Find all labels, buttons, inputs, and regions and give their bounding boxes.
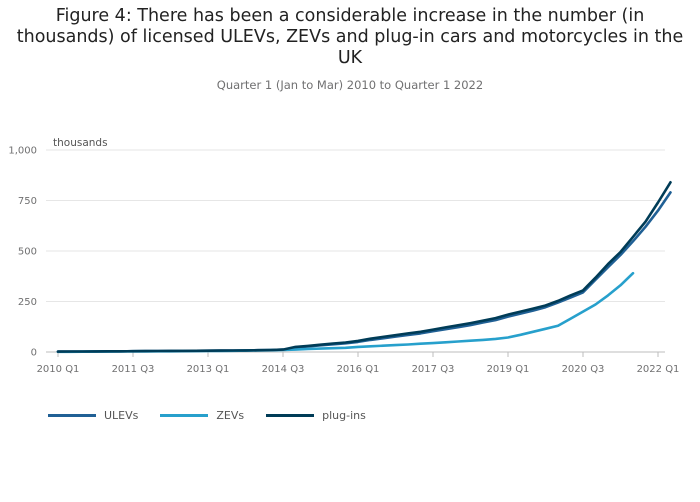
- gridlines: [46, 149, 665, 353]
- x-tick-label: 2013 Q1: [187, 364, 230, 375]
- x-tick-label: 2014 Q3: [262, 364, 305, 375]
- legend-swatch-plug-ins: [266, 414, 315, 417]
- series-line-plug-ins[interactable]: [56, 181, 672, 353]
- y-axis-label: thousands: [53, 137, 108, 149]
- y-tick-label: 250: [18, 297, 37, 308]
- x-tick-label: 2010 Q1: [37, 364, 80, 375]
- y-tick-label: 1,000: [8, 146, 37, 157]
- y-tick-label: 0: [31, 348, 37, 359]
- legend-item-zevs[interactable]: ZEVs: [160, 409, 244, 422]
- x-tick-label: 2022 Q1: [637, 364, 680, 375]
- legend: ULEVs ZEVs plug-ins: [48, 409, 388, 422]
- legend-label-ulevs: ULEVs: [104, 409, 139, 422]
- x-axis-ticks: 2010 Q1 2011 Q3 2013 Q1 2014 Q3 2016 Q1 2017 …: [37, 352, 680, 375]
- legend-item-plug-ins[interactable]: plug-ins: [266, 409, 366, 422]
- y-tick-label: 750: [18, 196, 37, 207]
- x-tick-label: 2011 Q3: [112, 364, 155, 375]
- x-tick-label: 2020 Q3: [562, 364, 605, 375]
- series-line-ulevs[interactable]: [56, 191, 672, 353]
- legend-label-plug-ins: plug-ins: [322, 409, 366, 422]
- chart-title: Figure 4: There has been a considerable …: [16, 6, 684, 68]
- legend-swatch-zevs: [160, 414, 209, 417]
- chart-subtitle: Quarter 1 (Jan to Mar) 2010 to Quarter 1…: [216, 78, 484, 92]
- legend-item-ulevs[interactable]: ULEVs: [48, 409, 138, 422]
- x-tick-label: 2016 Q1: [337, 364, 380, 375]
- series-lines: [56, 181, 672, 354]
- series-line-zevs[interactable]: [56, 271, 635, 354]
- legend-label-zevs: ZEVs: [216, 409, 245, 422]
- x-tick-label: 2017 Q3: [412, 364, 455, 375]
- legend-swatch-ulevs: [48, 414, 96, 417]
- line-chart: thousands 0 250 500 750 1,000 2010 Q1 2011 Q3…: [8, 137, 680, 375]
- x-tick-label: 2019 Q1: [487, 364, 530, 375]
- y-tick-label: 500: [18, 247, 37, 258]
- y-axis-ticks: 0 250 500 750 1,000: [8, 146, 37, 359]
